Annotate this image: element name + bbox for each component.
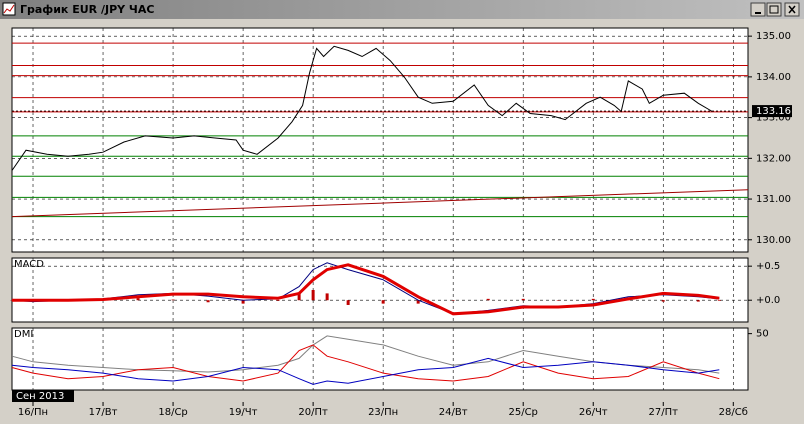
- title-bar: [0, 0, 804, 19]
- period-label: Сен 2013: [16, 391, 64, 402]
- histogram-bar: [521, 298, 525, 301]
- histogram-bar: [346, 300, 350, 305]
- x-tick-label: 25/Ср: [508, 407, 537, 418]
- histogram-bar: [297, 293, 301, 301]
- x-tick-label: 17/Вт: [89, 407, 118, 418]
- series-line: [12, 263, 720, 316]
- series-line: [11, 344, 720, 382]
- y-tick-label: 132.00: [756, 153, 791, 164]
- histogram-bar: [136, 298, 140, 301]
- histogram-bar: [311, 290, 315, 301]
- close-icon: [788, 5, 796, 14]
- window-title: График EUR /JPY ЧАС: [20, 3, 154, 16]
- histogram-bar: [696, 300, 700, 302]
- histogram-bar: [416, 300, 420, 304]
- panel: [11, 27, 749, 253]
- window-icon-line: [3, 4, 15, 14]
- histogram-bar: [276, 300, 280, 301]
- series-line: [11, 357, 720, 385]
- panel-title: DMI: [14, 329, 33, 340]
- histogram-bar: [325, 293, 329, 301]
- panel: [11, 257, 749, 323]
- y-tick-label: 50: [756, 329, 769, 340]
- x-tick-label: 20/Пт: [298, 407, 328, 418]
- time-axis-area: [0, 390, 804, 424]
- y-tick-label: 131.00: [756, 194, 791, 205]
- histogram-bar: [556, 300, 560, 301]
- series-line: [11, 189, 749, 218]
- y-tick-label: 133.00: [756, 113, 791, 124]
- series-line: [11, 45, 713, 171]
- minimize-button[interactable]: [750, 2, 766, 17]
- y-tick-label: +0.0: [756, 295, 780, 306]
- histogram-bar: [171, 299, 175, 301]
- histogram-bar: [451, 300, 455, 301]
- x-tick-label: 27/Пт: [649, 407, 679, 418]
- last-price-label: 133.16: [756, 106, 791, 117]
- histogram-bar: [717, 300, 721, 301]
- window-icon: [2, 2, 16, 16]
- x-tick-label: 28/Сб: [719, 407, 748, 418]
- histogram-bar: [241, 300, 245, 304]
- y-tick-label: 135.00: [756, 31, 791, 42]
- histogram-bar: [206, 300, 210, 303]
- x-tick-label: 23/Пн: [368, 407, 398, 418]
- maximize-icon: [769, 5, 779, 14]
- y-tick-label: 134.00: [756, 72, 791, 83]
- panel: [11, 327, 749, 391]
- y-tick-label: +0.5: [756, 261, 780, 272]
- maximize-button[interactable]: [766, 2, 782, 17]
- histogram-bar: [591, 298, 595, 301]
- histogram-bar: [381, 300, 385, 304]
- x-tick-label: 18/Ср: [158, 407, 187, 418]
- panel-title: MACD: [14, 259, 44, 270]
- x-tick-label: 19/Чт: [229, 407, 258, 418]
- x-tick-label: 26/Чт: [579, 407, 608, 418]
- x-tick-label: 24/Вт: [439, 407, 468, 418]
- period-label-box: [12, 390, 74, 402]
- y-tick-label: 130.00: [756, 235, 791, 246]
- histogram-bar: [486, 298, 490, 301]
- x-tick-label: 16/Пн: [18, 407, 48, 418]
- histogram-bar: [661, 300, 665, 302]
- last-price-box: [752, 105, 792, 118]
